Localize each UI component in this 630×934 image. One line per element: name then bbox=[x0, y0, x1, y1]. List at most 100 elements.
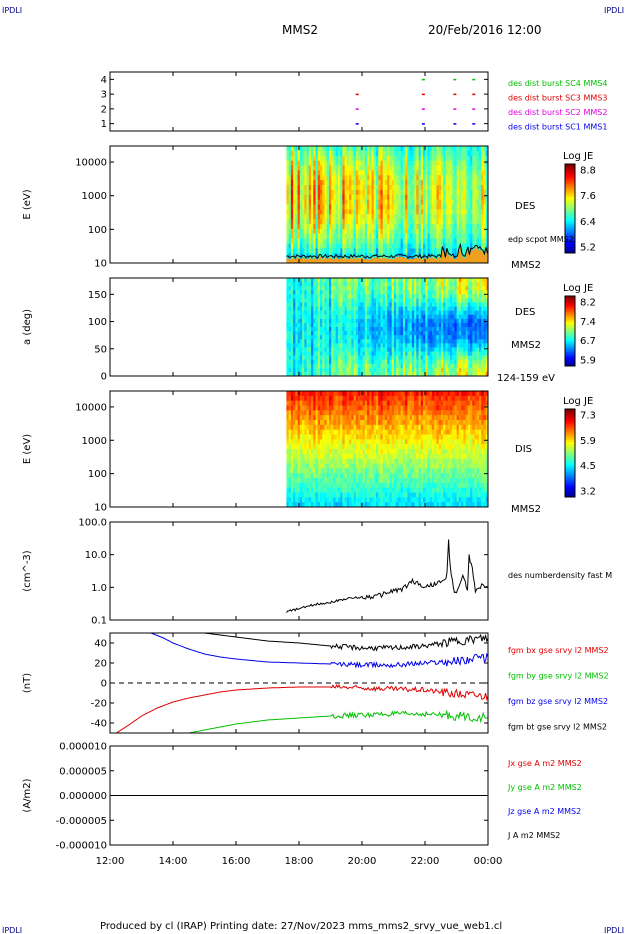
colorbar-cell bbox=[565, 190, 575, 194]
heatmap-cell bbox=[311, 180, 314, 186]
heatmap-cell bbox=[449, 228, 453, 235]
heatmap-cell bbox=[454, 175, 458, 181]
heatmap-cell bbox=[346, 248, 350, 254]
heatmap-cell bbox=[290, 331, 294, 336]
heatmap-cell bbox=[304, 371, 307, 377]
heatmap-cell bbox=[369, 189, 372, 196]
heatmap-cell bbox=[322, 290, 325, 295]
heatmap-cell bbox=[367, 175, 370, 181]
heatmap-cell bbox=[326, 204, 330, 210]
heatmap-cell bbox=[405, 219, 408, 225]
heatmap-cell bbox=[474, 170, 478, 176]
heatmap-cell bbox=[458, 160, 462, 166]
heatmap-cell bbox=[293, 359, 296, 365]
heatmap-cell bbox=[465, 175, 469, 181]
heatmap-cell bbox=[288, 194, 292, 201]
heatmap-cell bbox=[299, 367, 303, 373]
heatmap-cell bbox=[331, 209, 334, 215]
heatmap-cell bbox=[418, 214, 422, 220]
right-label-instrument: DES bbox=[515, 201, 535, 212]
heatmap-cell bbox=[320, 282, 323, 287]
heatmap-cell bbox=[391, 253, 395, 259]
heatmap-cell bbox=[358, 180, 361, 186]
heatmap-cell bbox=[479, 238, 482, 244]
heatmap-cell bbox=[322, 214, 325, 220]
heatmap-cell bbox=[438, 170, 442, 176]
heatmap-cell bbox=[416, 204, 419, 210]
heatmap-cell bbox=[302, 224, 305, 230]
heatmap-cell bbox=[391, 170, 395, 176]
heatmap-cell bbox=[373, 155, 377, 162]
heatmap-cell bbox=[483, 160, 487, 166]
heatmap-cell bbox=[380, 180, 384, 186]
heatmap-cell bbox=[297, 180, 301, 186]
heatmap-cell bbox=[328, 175, 332, 181]
heatmap-cell bbox=[416, 175, 419, 181]
heatmap-cell bbox=[324, 282, 328, 287]
heatmap-cell bbox=[293, 310, 296, 316]
heatmap-cell bbox=[288, 290, 292, 295]
heatmap-cell bbox=[384, 165, 388, 171]
heatmap-cell bbox=[308, 371, 312, 377]
heatmap-cell bbox=[353, 248, 357, 254]
heatmap-cell bbox=[440, 180, 444, 186]
heatmap-cell bbox=[322, 306, 325, 312]
heatmap-cell bbox=[432, 146, 435, 152]
heatmap-cell bbox=[295, 248, 298, 254]
heatmap-cell bbox=[362, 214, 366, 220]
heatmap-cell bbox=[470, 219, 473, 225]
heatmap-cell bbox=[311, 335, 314, 340]
heatmap-cell bbox=[331, 219, 334, 225]
heatmap-cell bbox=[288, 253, 292, 259]
heatmap-cell bbox=[418, 180, 422, 186]
heatmap-cell bbox=[315, 185, 319, 191]
heatmap-cell bbox=[340, 214, 343, 220]
heatmap-cell bbox=[326, 248, 330, 254]
heatmap-cell bbox=[456, 189, 460, 196]
heatmap-cell bbox=[306, 189, 310, 196]
heatmap-cell bbox=[299, 175, 303, 181]
heatmap-cell bbox=[308, 248, 312, 254]
heatmap-cell bbox=[288, 343, 292, 348]
heatmap-cell bbox=[458, 155, 462, 162]
heatmap-cell bbox=[304, 343, 307, 348]
heatmap-cell bbox=[331, 165, 334, 171]
heatmap-cell bbox=[315, 214, 319, 220]
heatmap-cell bbox=[337, 219, 341, 225]
heatmap-cell bbox=[434, 146, 437, 152]
heatmap-cell bbox=[420, 224, 424, 230]
heatmap-cell bbox=[409, 209, 413, 215]
heatmap-cell bbox=[293, 306, 296, 312]
heatmap-cell bbox=[346, 214, 350, 220]
heatmap-cell bbox=[373, 214, 377, 220]
heatmap-cell bbox=[440, 219, 444, 225]
heatmap-cell bbox=[387, 175, 390, 181]
heatmap-cell bbox=[396, 219, 399, 225]
heatmap-cell bbox=[288, 199, 292, 205]
heatmap-cell bbox=[317, 194, 321, 201]
heatmap-cell bbox=[364, 253, 368, 259]
heatmap-cell bbox=[313, 355, 316, 361]
heatmap-cell bbox=[317, 189, 321, 196]
heatmap-cell bbox=[288, 331, 292, 336]
heatmap-cell bbox=[376, 228, 379, 235]
heatmap-cell bbox=[423, 175, 426, 181]
heatmap-cell bbox=[463, 233, 466, 240]
heatmap-cell bbox=[456, 185, 460, 191]
heatmap-cell bbox=[452, 204, 455, 210]
heatmap-cell bbox=[340, 170, 343, 176]
heatmap-cell bbox=[476, 180, 480, 186]
heatmap-cell bbox=[308, 150, 312, 157]
heatmap-cell bbox=[320, 160, 323, 166]
heatmap-cell bbox=[423, 248, 426, 254]
heatmap-cell bbox=[340, 150, 343, 157]
heatmap-cell bbox=[445, 189, 449, 196]
heatmap-cell bbox=[306, 355, 310, 361]
heatmap-cell bbox=[344, 199, 348, 205]
heatmap-cell bbox=[456, 150, 460, 157]
heatmap-cell bbox=[467, 189, 471, 196]
heatmap-cell bbox=[449, 219, 453, 225]
heatmap-cell bbox=[306, 298, 310, 303]
heatmap-cell bbox=[474, 204, 478, 210]
colorbar-cell bbox=[565, 224, 575, 227]
